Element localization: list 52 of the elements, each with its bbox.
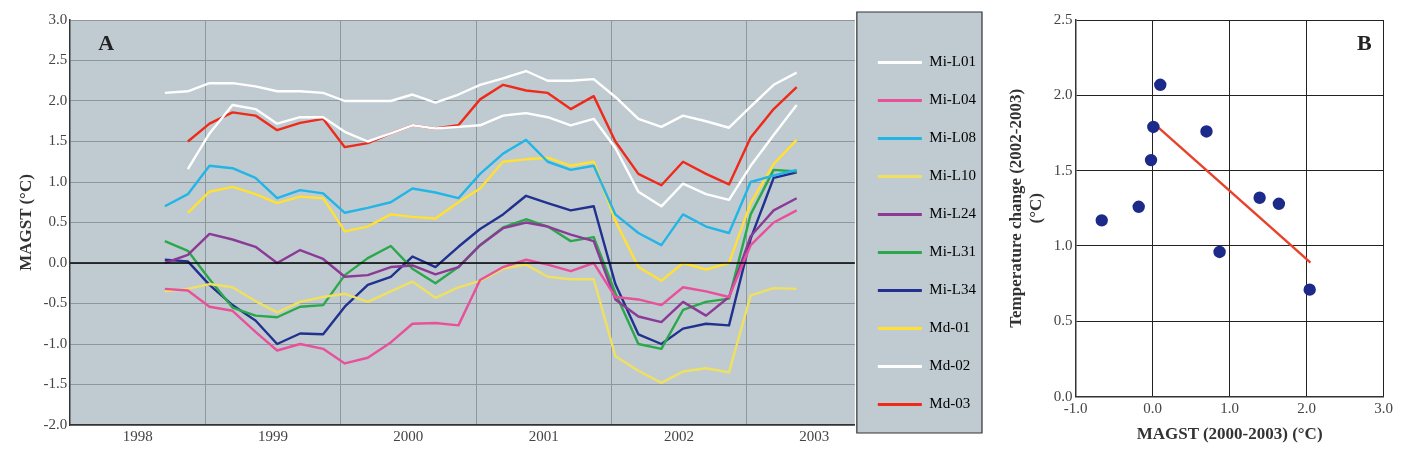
point: [1147, 120, 1160, 134]
x-tick-label: 1999: [258, 427, 289, 444]
y-tick-label: 2.0: [48, 91, 68, 108]
point: [1272, 197, 1286, 210]
x-axis-title: MAGST (2000-2003) (°C): [1136, 424, 1323, 444]
point: [1154, 78, 1167, 91]
legend-label: Mi-L31: [929, 243, 977, 260]
y-tick-label: 1.0: [48, 172, 68, 189]
y-tick-label: 1.5: [48, 132, 68, 149]
y-tick-label: 2.5: [48, 51, 68, 68]
annotation: A: [98, 30, 115, 55]
y-axis-title: Temperature change (2002-2003) (°C): [1005, 88, 1045, 328]
legend-label: Mi-L34: [929, 281, 977, 298]
y-tick-label: 0.5: [1053, 312, 1073, 329]
point: [1253, 191, 1266, 204]
y-tick-label: -1.0: [43, 334, 68, 351]
point: [1095, 214, 1108, 227]
legend-label: Mi-L10: [929, 167, 977, 184]
x-tick-label: 3.0: [1374, 399, 1393, 416]
legend-label: Mi-L24: [929, 205, 977, 222]
y-tick-label: 1.0: [1053, 236, 1073, 253]
point: [1132, 200, 1145, 213]
annotation: B: [1356, 30, 1372, 55]
legend-label: Md-03: [929, 395, 971, 412]
y-tick-label: -1.5: [43, 375, 68, 392]
y-tick-label: -0.5: [43, 294, 68, 311]
x-tick-label: 0.0: [1143, 399, 1162, 416]
x-tick-label: 2.0: [1297, 399, 1316, 416]
point: [1303, 283, 1316, 296]
legend-label: Mi-L01: [929, 53, 977, 70]
y-axis-title: MAGST (°C): [15, 174, 35, 271]
legend-label: Mi-L04: [929, 91, 977, 108]
x-tick-label: 2000: [393, 427, 424, 444]
y-tick-label: 3.0: [48, 10, 68, 27]
x-tick-label: 2001: [528, 427, 559, 444]
x-tick-label: 1.0: [1220, 399, 1239, 416]
legend-label: Md-02: [929, 357, 971, 374]
point: [1200, 125, 1213, 138]
x-tick-label: 1998: [122, 427, 153, 444]
y-tick-label: -2.0: [43, 415, 68, 432]
y-tick-label: 1.5: [1053, 161, 1073, 178]
legend-label: Md-01: [929, 319, 971, 336]
point: [1144, 153, 1158, 167]
point: [1213, 245, 1226, 259]
y-tick-label: 0.5: [48, 213, 68, 230]
y-tick-label: 0.0: [1053, 387, 1073, 404]
x-tick-label: 2002: [663, 427, 694, 444]
y-tick-label: 2.5: [1053, 10, 1073, 27]
x-tick-label: 2003: [799, 427, 830, 444]
legend-label: Mi-L08: [929, 129, 977, 146]
y-tick-label: 2.0: [1053, 86, 1073, 103]
y-tick-label: 0.0: [48, 253, 68, 270]
